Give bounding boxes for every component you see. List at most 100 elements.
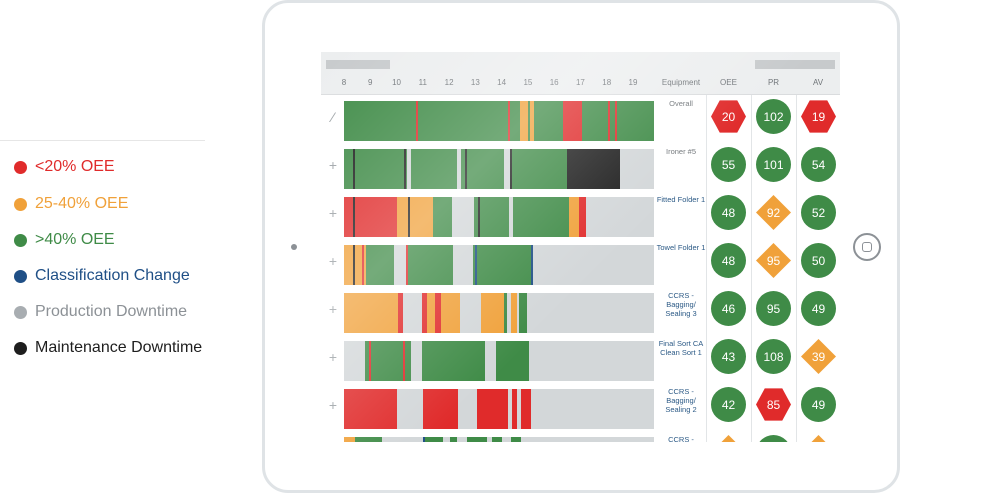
oee-badge[interactable]: 20 [711,100,746,133]
timeline-event-marker-red[interactable] [608,101,611,141]
equipment-row[interactable]: + CCRS - Bagging/ Sealing 2 42 85 49 [321,383,840,432]
timeline-event-marker-red[interactable] [403,341,406,381]
timeline-track[interactable] [344,101,654,141]
av-badge[interactable]: 54 [801,147,836,182]
timeline-segment-red[interactable] [344,197,397,237]
expand-row-icon[interactable]: + [328,349,338,365]
equipment-name[interactable]: CCRS - Bagging/ [668,435,694,442]
av-badge[interactable]: 39 [801,339,836,374]
equipment-row[interactable]: + Final Sort CA Clean Sort 1 43 108 39 [321,335,840,384]
equipment-row[interactable]: ⁄ Overall 20 102 19 [321,95,840,144]
timeline-segment-green[interactable] [467,437,488,442]
timeline-segment-green[interactable] [460,149,505,189]
expand-row-icon[interactable]: + [328,301,338,317]
timeline-track[interactable] [344,197,654,237]
pr-badge[interactable]: 95 [756,243,791,278]
av-badge[interactable]: 50 [801,243,836,278]
pr-badge[interactable]: 92 [756,195,791,230]
av-badge[interactable]: 19 [801,100,836,133]
timeline-segment-green[interactable] [344,101,521,141]
timeline-segment-green[interactable] [410,149,457,189]
timeline-segment-red[interactable] [422,389,459,429]
timeline-segment-red[interactable] [421,293,427,333]
oee-column-header[interactable]: OEE [720,78,737,87]
equipment-row[interactable]: +CCRS - Bagging/ [321,431,840,442]
expand-row-icon[interactable]: + [328,205,338,221]
equipment-name[interactable]: Overall [669,99,693,108]
timeline-segment-black[interactable] [567,149,620,189]
timeline-segment-green[interactable] [534,101,545,141]
timeline-segment-green[interactable] [510,437,522,442]
timeline-track[interactable] [344,149,654,189]
oee-badge[interactable]: 48 [711,243,746,278]
timeline-segment-green[interactable] [421,341,485,381]
pr-badge[interactable]: 108 [756,339,791,374]
timeline-track[interactable] [344,389,654,429]
oee-badge[interactable]: 46 [711,291,746,326]
av-badge[interactable]: 52 [801,195,836,230]
timeline-segment-orange[interactable] [520,101,535,141]
oee-badge[interactable]: 42 [711,387,746,422]
av-badge[interactable]: 49 [801,291,836,326]
timeline-event-marker-blue[interactable] [475,245,478,285]
timeline-segment-green[interactable] [366,245,394,285]
timeline-event-marker-green[interactable] [527,101,530,141]
expand-row-icon[interactable]: + [328,157,338,173]
equipment-name[interactable]: Final Sort CA Clean Sort 1 [658,339,704,357]
timeline-segment-red[interactable] [476,389,509,429]
timeline-event-marker-black[interactable] [477,197,480,237]
av-column-header[interactable]: AV [812,78,824,87]
equipment-name[interactable]: Ironer #5 [665,147,697,156]
timeline-segment-green[interactable] [422,437,443,442]
equipment-name[interactable]: Fitted Folder 1 [656,195,706,204]
pr-badge[interactable]: 102 [756,99,791,134]
av-badge[interactable]: 49 [801,387,836,422]
timeline-segment-green[interactable] [509,149,568,189]
timeline-event-marker-black[interactable] [353,245,356,285]
expand-row-icon[interactable]: + [328,253,338,269]
timeline-segment-orange[interactable] [510,293,518,333]
timeline-segment-green[interactable] [544,101,564,141]
pr-badge[interactable]: 85 [756,388,791,421]
timeline-segment-orange[interactable] [480,293,505,333]
expand-row-icon[interactable]: ⁄ [331,109,335,125]
equipment-row[interactable]: + CCRS - Bagging/ Sealing 3 46 95 49 [321,287,840,336]
timeline-track[interactable] [344,437,654,442]
timeline-segment-green[interactable] [492,437,502,442]
timeline-segment-orange[interactable] [344,293,398,333]
timeline-segment-red[interactable] [563,101,582,141]
equipment-row[interactable]: + Ironer #5 55 101 54 [321,143,840,192]
timeline-segment-red[interactable] [434,293,442,333]
timeline-event-marker-black[interactable] [509,149,512,189]
oee-badge[interactable] [711,435,746,442]
timeline-segment-orange[interactable] [344,437,355,442]
oee-badge[interactable]: 43 [711,339,746,374]
timeline-segment-orange[interactable] [396,197,434,237]
timeline-segment-green[interactable] [433,197,452,237]
timeline-segment-red[interactable] [344,389,397,429]
timeline-event-marker-black[interactable] [464,149,467,189]
timeline-segment-red[interactable] [397,293,404,333]
timeline-segment-green[interactable] [405,245,454,285]
timeline-segment-green[interactable] [472,245,507,285]
timeline-segment-orange[interactable] [568,197,580,237]
timeline-track[interactable] [344,341,654,381]
timeline-segment-red[interactable] [512,389,518,429]
timeline-event-marker-black[interactable] [404,149,407,189]
equipment-name[interactable]: CCRS - Bagging/ Sealing 3 [665,291,697,318]
pr-badge[interactable]: 95 [756,291,791,326]
timeline-event-marker-blue[interactable] [530,245,533,285]
equipment-name[interactable]: CCRS - Bagging/ Sealing 2 [665,387,697,414]
timeline-segment-green[interactable] [504,293,507,333]
pr-column-header[interactable]: PR [767,78,780,87]
timeline-segment-green[interactable] [513,197,569,237]
timeline-segment-green[interactable] [354,437,383,442]
timeline-event-marker-red[interactable] [368,341,371,381]
timeline-event-marker-blue[interactable] [422,437,425,442]
timeline-event-marker-red[interactable] [362,245,365,285]
oee-badge[interactable]: 48 [711,195,746,230]
timeline-event-marker-black[interactable] [353,197,356,237]
timeline-track[interactable] [344,245,654,285]
pr-badge[interactable]: 101 [756,147,791,182]
timeline-event-marker-red[interactable] [416,101,419,141]
